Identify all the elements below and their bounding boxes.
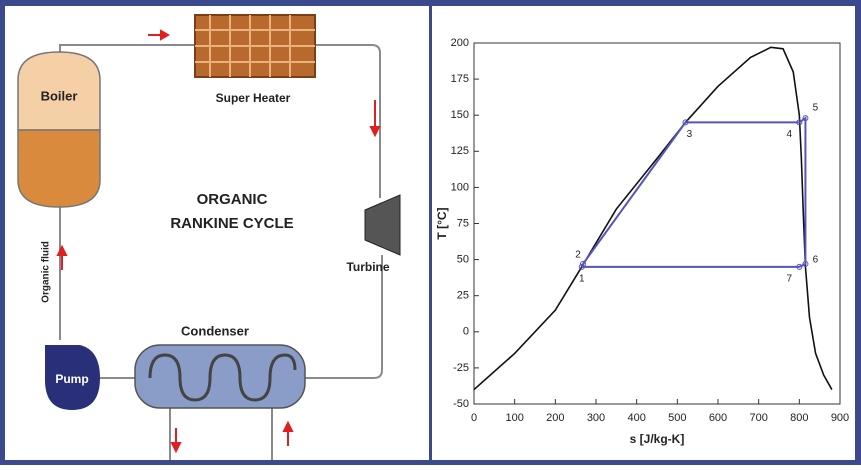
x-tick-label: 300 <box>587 412 605 424</box>
boiler-label: Boiler <box>41 88 78 103</box>
state-label: 1 <box>579 273 585 284</box>
y-axis-label: T [°C] <box>435 207 449 239</box>
state-point <box>796 263 803 270</box>
state-label: 2 <box>575 250 581 261</box>
x-tick-label: 200 <box>546 412 564 424</box>
turbine-shape <box>364 194 401 256</box>
state-point <box>578 263 585 270</box>
pipes <box>59 44 383 460</box>
state-label: 5 <box>813 103 819 114</box>
y-tick-label: 25 <box>457 290 469 302</box>
state-label: 7 <box>787 273 793 284</box>
x-axis-label: s [J/kg-K] <box>630 432 685 446</box>
title-line: ORGANIC <box>197 191 268 208</box>
x-tick-label: 500 <box>668 412 686 424</box>
pump-shape <box>45 345 100 410</box>
title-line: RANKINE CYCLE <box>170 215 293 232</box>
y-tick-label: 50 <box>457 254 469 266</box>
y-tick-label: -25 <box>453 362 469 374</box>
condenser-vessel <box>134 344 306 409</box>
state-label: 6 <box>813 255 819 266</box>
x-tick-label: 900 <box>831 412 849 424</box>
super-heater-label: Super Heater <box>216 91 291 105</box>
state-point <box>682 119 689 126</box>
pump-label: Pump <box>55 372 88 386</box>
x-tick-label: 700 <box>749 412 767 424</box>
x-tick-label: 600 <box>709 412 727 424</box>
state-point <box>802 260 809 267</box>
state-point <box>579 260 586 267</box>
curve <box>580 116 807 268</box>
y-tick-label: 100 <box>451 181 469 193</box>
y-tick-label: 75 <box>457 217 469 229</box>
y-tick-label: 200 <box>451 37 469 49</box>
x-tick-label: 800 <box>790 412 808 424</box>
state-label: 4 <box>787 129 793 140</box>
y-tick-label: 125 <box>451 145 469 157</box>
state-point <box>796 119 803 126</box>
y-tick-label: 0 <box>463 326 469 338</box>
turbine-label: Turbine <box>346 260 389 274</box>
flow-arrows <box>56 29 381 454</box>
y-tick-label: -50 <box>453 398 469 410</box>
state-point <box>802 115 809 122</box>
y-tick-label: 150 <box>451 109 469 121</box>
fluid-label: Organic fluid <box>41 241 52 303</box>
super-heater <box>194 14 316 78</box>
boiler-vessel <box>17 51 101 208</box>
state-label: 3 <box>687 129 693 140</box>
x-tick-label: 100 <box>505 412 523 424</box>
chart-panel <box>432 6 855 460</box>
y-tick-label: 175 <box>451 73 469 85</box>
x-tick-label: 400 <box>627 412 645 424</box>
x-tick-label: 0 <box>471 412 477 424</box>
condenser-label: Condenser <box>181 323 249 338</box>
